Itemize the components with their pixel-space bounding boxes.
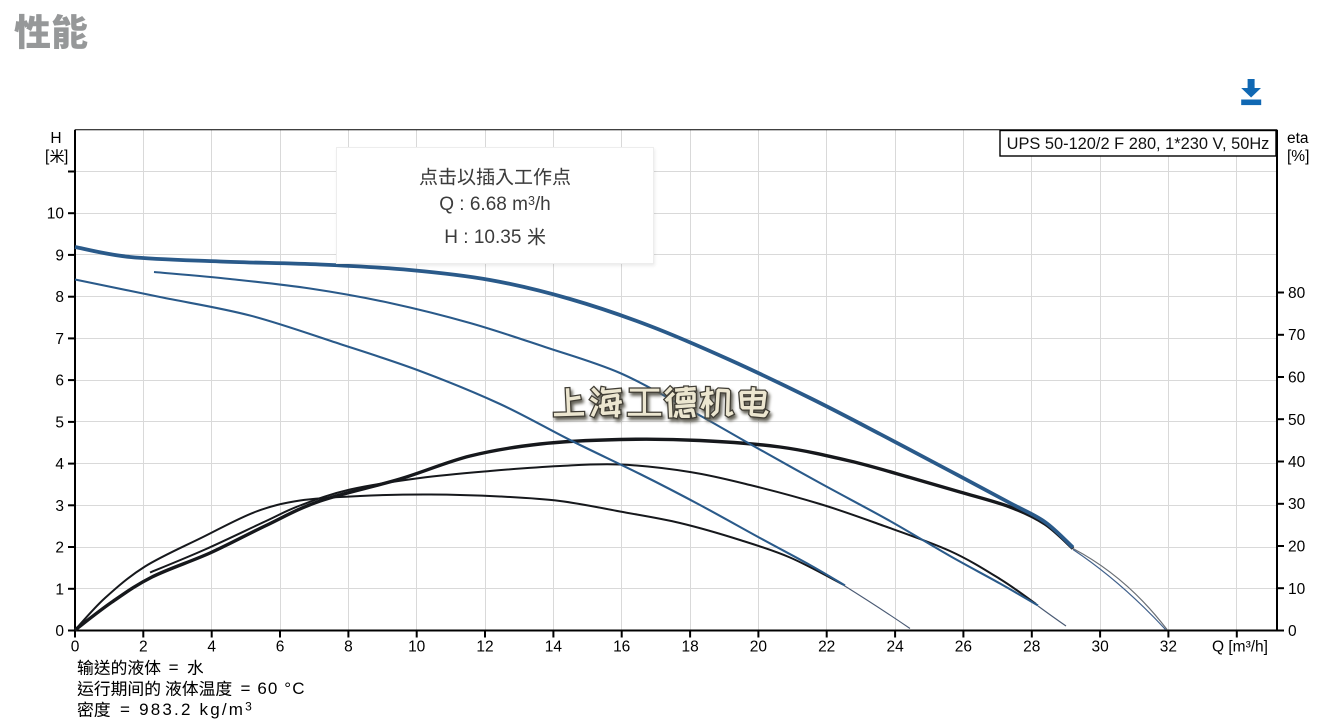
svg-text:22: 22 [818, 639, 835, 656]
svg-text:9: 9 [55, 247, 64, 264]
svg-text:30: 30 [1091, 639, 1109, 656]
svg-text:8: 8 [55, 289, 64, 306]
svg-text:28: 28 [1023, 639, 1040, 656]
svg-text:32: 32 [1160, 639, 1177, 656]
svg-text:H: H [50, 130, 61, 147]
svg-text:4: 4 [207, 639, 216, 656]
svg-text:7: 7 [55, 331, 64, 348]
svg-text:6: 6 [55, 373, 64, 390]
svg-text:3: 3 [55, 498, 64, 515]
svg-text:40: 40 [1288, 454, 1306, 471]
svg-text:70: 70 [1288, 327, 1306, 344]
svg-text:4: 4 [55, 456, 64, 473]
svg-text:0: 0 [55, 623, 64, 640]
svg-text:10: 10 [47, 206, 65, 223]
svg-text:2: 2 [139, 639, 148, 656]
svg-text:30: 30 [1288, 496, 1306, 513]
svg-text:20: 20 [1288, 539, 1306, 556]
svg-text:8: 8 [344, 639, 353, 656]
svg-text:26: 26 [955, 639, 972, 656]
svg-text:80: 80 [1288, 285, 1306, 302]
svg-text:UPS 50-120/2 F 280, 1*230 V, 5: UPS 50-120/2 F 280, 1*230 V, 50Hz [1007, 135, 1270, 153]
svg-text:20: 20 [750, 639, 768, 656]
svg-text:10: 10 [1288, 581, 1306, 598]
svg-text:1: 1 [55, 581, 64, 598]
svg-text:5: 5 [55, 414, 64, 431]
svg-text:]: ] [64, 148, 68, 165]
svg-text:Q [m³/h]: Q [m³/h] [1212, 639, 1268, 656]
svg-text:2: 2 [55, 540, 64, 557]
svg-text:14: 14 [545, 639, 563, 656]
svg-text:24: 24 [886, 639, 904, 656]
svg-text:50: 50 [1288, 412, 1306, 429]
svg-text:16: 16 [613, 639, 630, 656]
svg-text:0: 0 [1288, 623, 1297, 640]
svg-text:12: 12 [476, 639, 493, 656]
svg-text:10: 10 [408, 639, 426, 656]
svg-text:18: 18 [681, 639, 698, 656]
svg-text:0: 0 [71, 639, 80, 656]
svg-text:[%]: [%] [1287, 148, 1309, 165]
svg-text:6: 6 [276, 639, 285, 656]
svg-text:60: 60 [1288, 370, 1306, 387]
svg-text:eta: eta [1287, 130, 1309, 147]
svg-text:[: [ [45, 148, 50, 165]
